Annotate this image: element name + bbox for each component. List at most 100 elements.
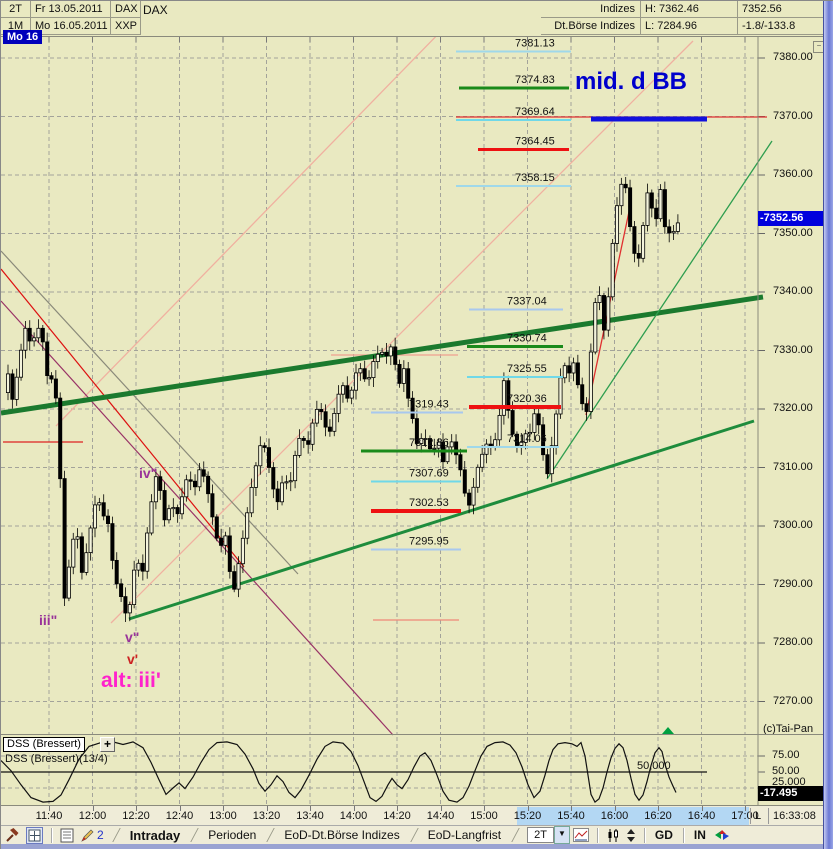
add-indicator-button[interactable]: + xyxy=(100,737,115,752)
price-chart-canvas[interactable]: 7381.13 7374.83 7369.64 7364.45 7358.15 7337.… xyxy=(1,37,825,806)
candle-body xyxy=(523,433,528,443)
candle-body xyxy=(184,479,189,498)
pinwheel-markers-icon[interactable] xyxy=(714,828,730,842)
candle-body xyxy=(58,397,63,480)
level-label: 7312.86 xyxy=(409,437,449,449)
osc-curve xyxy=(1,741,677,804)
candle-body xyxy=(454,441,459,456)
period-value[interactable]: 2T xyxy=(527,827,554,843)
candle-body xyxy=(336,393,341,414)
time-tick xyxy=(745,806,746,811)
toolbar-separator xyxy=(682,827,684,843)
tab-eod-langfrist[interactable]: EoD-Langfrist xyxy=(427,828,502,842)
level-label: 7381.13 xyxy=(515,38,555,50)
zoom-spinner-icon[interactable] xyxy=(626,828,636,843)
candle-body xyxy=(371,361,376,379)
tab-perioden[interactable]: Perioden xyxy=(208,828,257,842)
candle-body xyxy=(475,466,480,488)
time-tick xyxy=(49,806,50,811)
new-window-icon[interactable] xyxy=(26,826,43,844)
candle-body xyxy=(188,479,193,482)
time-tick xyxy=(658,806,659,811)
candle-body xyxy=(419,438,424,444)
candle-body xyxy=(432,447,437,450)
time-tick xyxy=(223,806,224,811)
chart-annotation: 50,000 xyxy=(637,760,671,772)
candle-body xyxy=(480,453,485,468)
chevron-down-icon[interactable]: ▼ xyxy=(553,826,570,844)
osc-scale-25: 25.000 xyxy=(772,776,806,788)
candle-body xyxy=(501,380,506,416)
candle-body xyxy=(301,437,306,441)
window-bottom-edge xyxy=(1,844,833,849)
tab-eod-dt-boerse-indizes[interactable]: EoD-Dt.Börse Indizes xyxy=(284,828,400,842)
hammer-tool-icon[interactable] xyxy=(4,827,20,843)
candle-body xyxy=(649,192,654,209)
green-arrow-marker xyxy=(662,727,674,734)
candle-body xyxy=(197,469,202,488)
pencil-annotations-icon[interactable] xyxy=(80,828,94,843)
candle-body xyxy=(258,445,263,467)
candle-body xyxy=(219,537,224,546)
price-axis-label: 7360.00 xyxy=(773,168,813,180)
indicator-subtitle: DSS (Bressert)(13/4) xyxy=(5,753,108,765)
candle-body xyxy=(658,189,663,220)
candle-body xyxy=(149,501,154,534)
candle-body xyxy=(175,507,180,515)
candle-body xyxy=(97,502,102,506)
candle-body xyxy=(515,433,520,446)
candle-body xyxy=(467,492,472,506)
candle-body xyxy=(314,408,319,424)
candle-body xyxy=(53,378,58,399)
candle-body xyxy=(271,467,276,490)
window-right-border[interactable] xyxy=(823,1,833,849)
candle-body xyxy=(88,527,93,554)
candle-body xyxy=(14,376,19,400)
candle-body xyxy=(654,207,659,220)
candle-body xyxy=(384,351,389,357)
time-tick xyxy=(440,806,442,811)
price-axis-label: 7350.00 xyxy=(773,226,813,239)
candle-body xyxy=(406,368,411,399)
red-downtrend xyxy=(1,268,245,568)
level-label: 7337.04 xyxy=(507,296,547,308)
annotation-count: 2 xyxy=(97,828,104,842)
level-label: 7302.53 xyxy=(409,497,449,509)
price-axis-label: 7270.00 xyxy=(773,694,813,707)
candle-body xyxy=(401,368,406,384)
chart-annotation: mid. d BB xyxy=(575,68,687,95)
candle-body xyxy=(293,454,298,482)
candle-body xyxy=(114,560,119,585)
level-label: 7320.36 xyxy=(507,393,547,405)
time-scrollbar-thumb[interactable] xyxy=(517,807,749,825)
header-period-1[interactable]: 2T xyxy=(1,1,31,18)
indicator-title-box[interactable]: DSS (Bressert) xyxy=(3,737,85,752)
tab-divider xyxy=(509,827,521,843)
candle-body xyxy=(619,183,624,207)
candle-body xyxy=(584,403,589,412)
level-label: 7295.95 xyxy=(409,536,449,548)
candle-body xyxy=(532,413,537,433)
period-combobox[interactable]: 2T ▼ xyxy=(527,826,570,844)
header: 2T Fr 13.05.2011 DAX 1M Mo 16.05.2011 XX… xyxy=(1,1,833,37)
notes-icon[interactable] xyxy=(60,828,74,843)
level-label: 7364.45 xyxy=(515,136,555,148)
tab-intraday[interactable]: Intraday xyxy=(129,827,181,843)
in-indicator-button[interactable]: IN xyxy=(693,828,706,842)
clock-l-label: L xyxy=(755,810,762,822)
price-axis-label: 7340.00 xyxy=(773,285,813,297)
candle-body xyxy=(362,368,367,380)
chart-style-icon[interactable] xyxy=(572,828,589,842)
time-tick-label: 16:00 xyxy=(600,810,629,822)
candle-body xyxy=(571,362,576,374)
candle-body xyxy=(545,454,550,475)
price-axis-label: 7290.00 xyxy=(773,577,813,590)
candle-body xyxy=(410,397,415,420)
candle-body xyxy=(227,535,232,572)
gd-moving-average-button[interactable]: GD xyxy=(654,828,673,842)
candlestick-mode-icon[interactable] xyxy=(606,828,620,843)
candle-body xyxy=(179,496,184,515)
candle-body xyxy=(349,389,354,399)
time-tick-label: 16:20 xyxy=(644,810,672,822)
candle-body xyxy=(602,295,607,331)
